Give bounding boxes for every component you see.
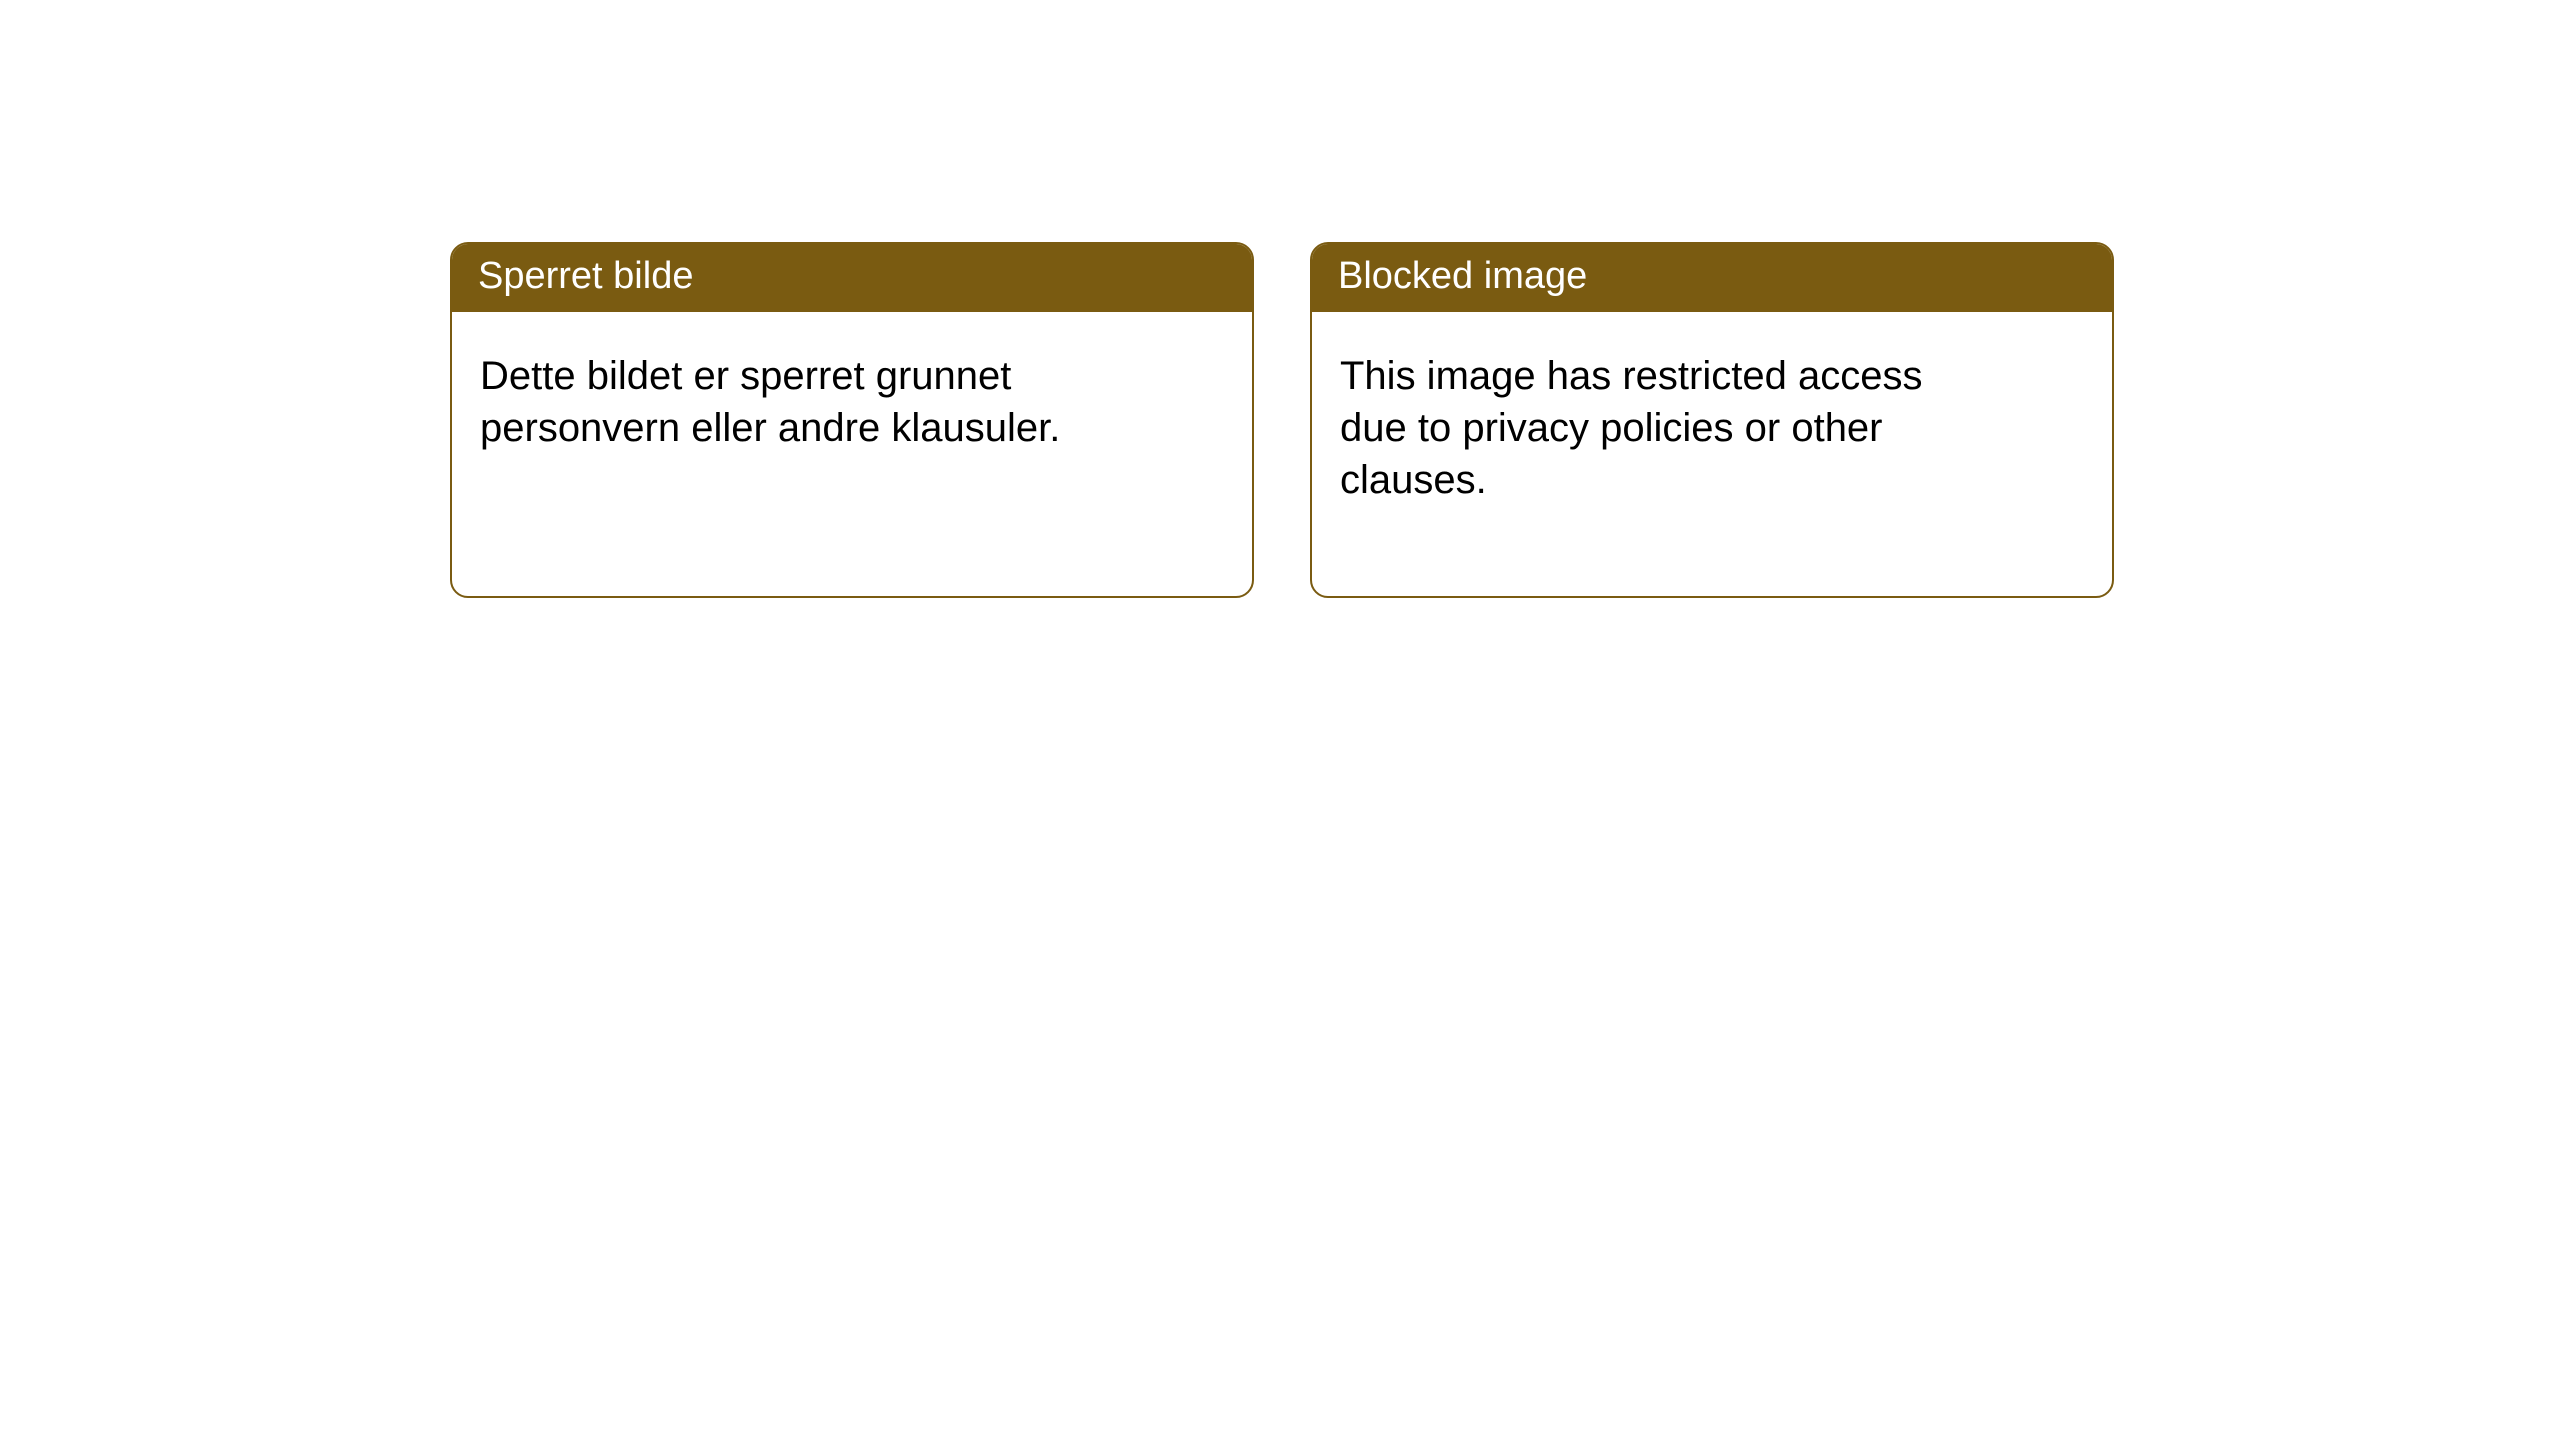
notice-header-english: Blocked image: [1312, 244, 2112, 312]
notice-body-english: This image has restricted access due to …: [1312, 312, 1992, 596]
notice-title-english: Blocked image: [1338, 255, 1587, 297]
notice-container: Sperret bilde Dette bildet er sperret gr…: [0, 0, 2560, 598]
notice-text-english: This image has restricted access due to …: [1340, 354, 1922, 502]
notice-header-norwegian: Sperret bilde: [452, 244, 1252, 312]
notice-card-norwegian: Sperret bilde Dette bildet er sperret gr…: [450, 242, 1254, 598]
notice-title-norwegian: Sperret bilde: [478, 255, 693, 297]
notice-body-norwegian: Dette bildet er sperret grunnet personve…: [452, 312, 1132, 544]
notice-card-english: Blocked image This image has restricted …: [1310, 242, 2114, 598]
notice-text-norwegian: Dette bildet er sperret grunnet personve…: [480, 354, 1060, 450]
